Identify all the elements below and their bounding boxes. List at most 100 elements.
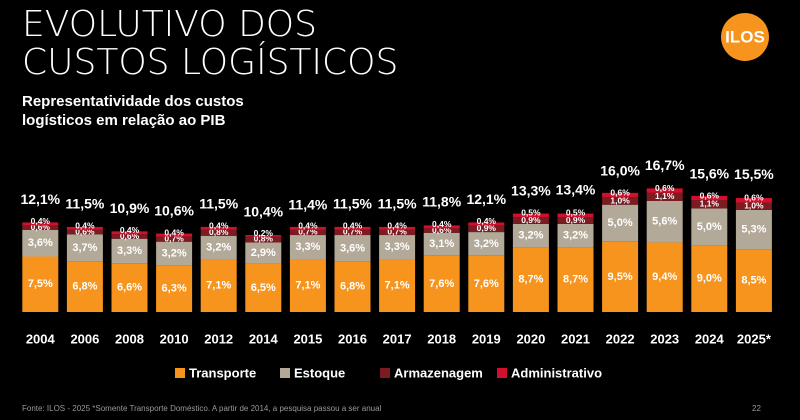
value-label: 3,1% xyxy=(429,238,454,250)
total-label: 11,8% xyxy=(422,193,461,209)
total-label: 11,4% xyxy=(288,196,327,212)
value-label: 7,6% xyxy=(474,278,499,290)
bar-segment xyxy=(691,195,728,201)
bar-segment xyxy=(334,226,371,230)
bar-segment xyxy=(22,229,59,257)
title-line: EVOLUTIVO DOS xyxy=(22,4,317,45)
legend-label: Administrativo xyxy=(511,365,602,380)
bar-segment xyxy=(646,192,683,201)
bar-segment xyxy=(512,223,549,248)
bar-segment xyxy=(468,222,505,226)
subtitle-line: Representatividade dos custos xyxy=(22,93,244,110)
value-label: 6,5% xyxy=(251,282,276,294)
x-tick-label: 2017 xyxy=(383,331,412,346)
value-label: 9,5% xyxy=(608,271,633,283)
value-label: 0,9% xyxy=(521,215,541,225)
bar-segment xyxy=(646,201,683,243)
value-label: 8,7% xyxy=(518,274,543,286)
subtitle-line: logísticos em relação ao PIB xyxy=(22,112,226,129)
legend-label: Armazenagem xyxy=(394,365,483,380)
value-label: 3,2% xyxy=(162,247,187,259)
bar-segment xyxy=(245,235,282,237)
value-label: 0,9% xyxy=(566,215,586,225)
value-label: 7,6% xyxy=(429,278,454,290)
value-label: 0,5% xyxy=(521,208,541,218)
value-label: 7,1% xyxy=(206,280,231,292)
x-tick-label: 2010 xyxy=(160,331,189,346)
x-tick-label: 2024 xyxy=(695,331,725,346)
value-label: 0,4% xyxy=(477,216,497,226)
value-label: 3,2% xyxy=(518,230,543,242)
bar-segment xyxy=(111,234,148,239)
bar-segment xyxy=(200,226,237,230)
value-label: 3,2% xyxy=(563,230,588,242)
value-label: 0,4% xyxy=(75,221,95,231)
value-label: 0,6% xyxy=(432,225,452,235)
value-label: 3,6% xyxy=(28,237,53,249)
x-tick-label: 2016 xyxy=(338,331,367,346)
x-tick-label: 2004 xyxy=(26,331,56,346)
value-label: 0,4% xyxy=(343,221,363,231)
value-label: 3,3% xyxy=(295,241,320,253)
bar-segment xyxy=(379,235,416,260)
bar-segment xyxy=(557,213,594,218)
bar-segment xyxy=(289,229,326,236)
total-label: 16,0% xyxy=(600,162,640,178)
bar-segment xyxy=(66,229,103,235)
value-label: 3,2% xyxy=(206,242,231,254)
value-label: 6,8% xyxy=(72,281,97,293)
value-label: 0,6% xyxy=(31,222,51,232)
x-tick-label: 2023 xyxy=(650,331,679,346)
x-tick-label: 2025* xyxy=(737,331,772,346)
bar-segment xyxy=(468,225,505,233)
legend-swatch xyxy=(280,368,290,378)
value-label: 0,4% xyxy=(432,219,452,229)
bar-segment xyxy=(691,208,728,246)
x-tick-label: 2018 xyxy=(427,331,456,346)
value-label: 1,0% xyxy=(744,200,764,210)
bar-segment xyxy=(602,204,639,242)
bar-segment xyxy=(557,223,594,248)
logo: ILOS xyxy=(725,27,765,46)
value-label: 0,6% xyxy=(75,226,95,236)
bar-segment xyxy=(379,259,416,312)
bar-segment xyxy=(200,259,237,312)
bar-segment xyxy=(111,231,148,235)
bar-segment xyxy=(156,265,193,312)
x-tick-label: 2006 xyxy=(70,331,99,346)
bar-segment xyxy=(379,226,416,230)
bar-segment xyxy=(735,209,772,250)
bar-segment xyxy=(334,229,371,236)
bar-segment xyxy=(423,232,460,256)
value-label: 7,5% xyxy=(28,278,53,290)
legend-label: Estoque xyxy=(294,365,345,380)
value-label: 0,2% xyxy=(254,228,274,238)
legend-swatch xyxy=(380,368,390,378)
bar-segment xyxy=(22,256,59,312)
value-label: 0,9% xyxy=(477,223,497,233)
value-label: 8,7% xyxy=(563,274,588,286)
x-tick-label: 2008 xyxy=(115,331,144,346)
value-label: 9,0% xyxy=(697,273,722,285)
bar-segment xyxy=(735,202,772,210)
total-label: 13,3% xyxy=(511,182,551,198)
bar-segment xyxy=(200,235,237,260)
bar-segment xyxy=(691,245,728,312)
value-label: 0,4% xyxy=(120,225,140,235)
bar-segment xyxy=(691,200,728,209)
bar-segment xyxy=(602,241,639,312)
value-label: 8,5% xyxy=(741,274,766,286)
x-tick-label: 2019 xyxy=(472,331,501,346)
value-label: 0,7% xyxy=(298,227,318,237)
value-label: 0,4% xyxy=(298,221,318,231)
total-label: 11,5% xyxy=(65,196,104,212)
bar-segment xyxy=(379,229,416,236)
value-label: 9,4% xyxy=(652,271,677,283)
bar-segment xyxy=(423,255,460,312)
value-label: 6,3% xyxy=(162,283,187,295)
bar-segment xyxy=(334,235,371,262)
value-label: 5,3% xyxy=(741,223,766,235)
value-label: 6,8% xyxy=(340,281,365,293)
total-label: 16,7% xyxy=(645,157,685,173)
bar-segment xyxy=(602,192,639,198)
